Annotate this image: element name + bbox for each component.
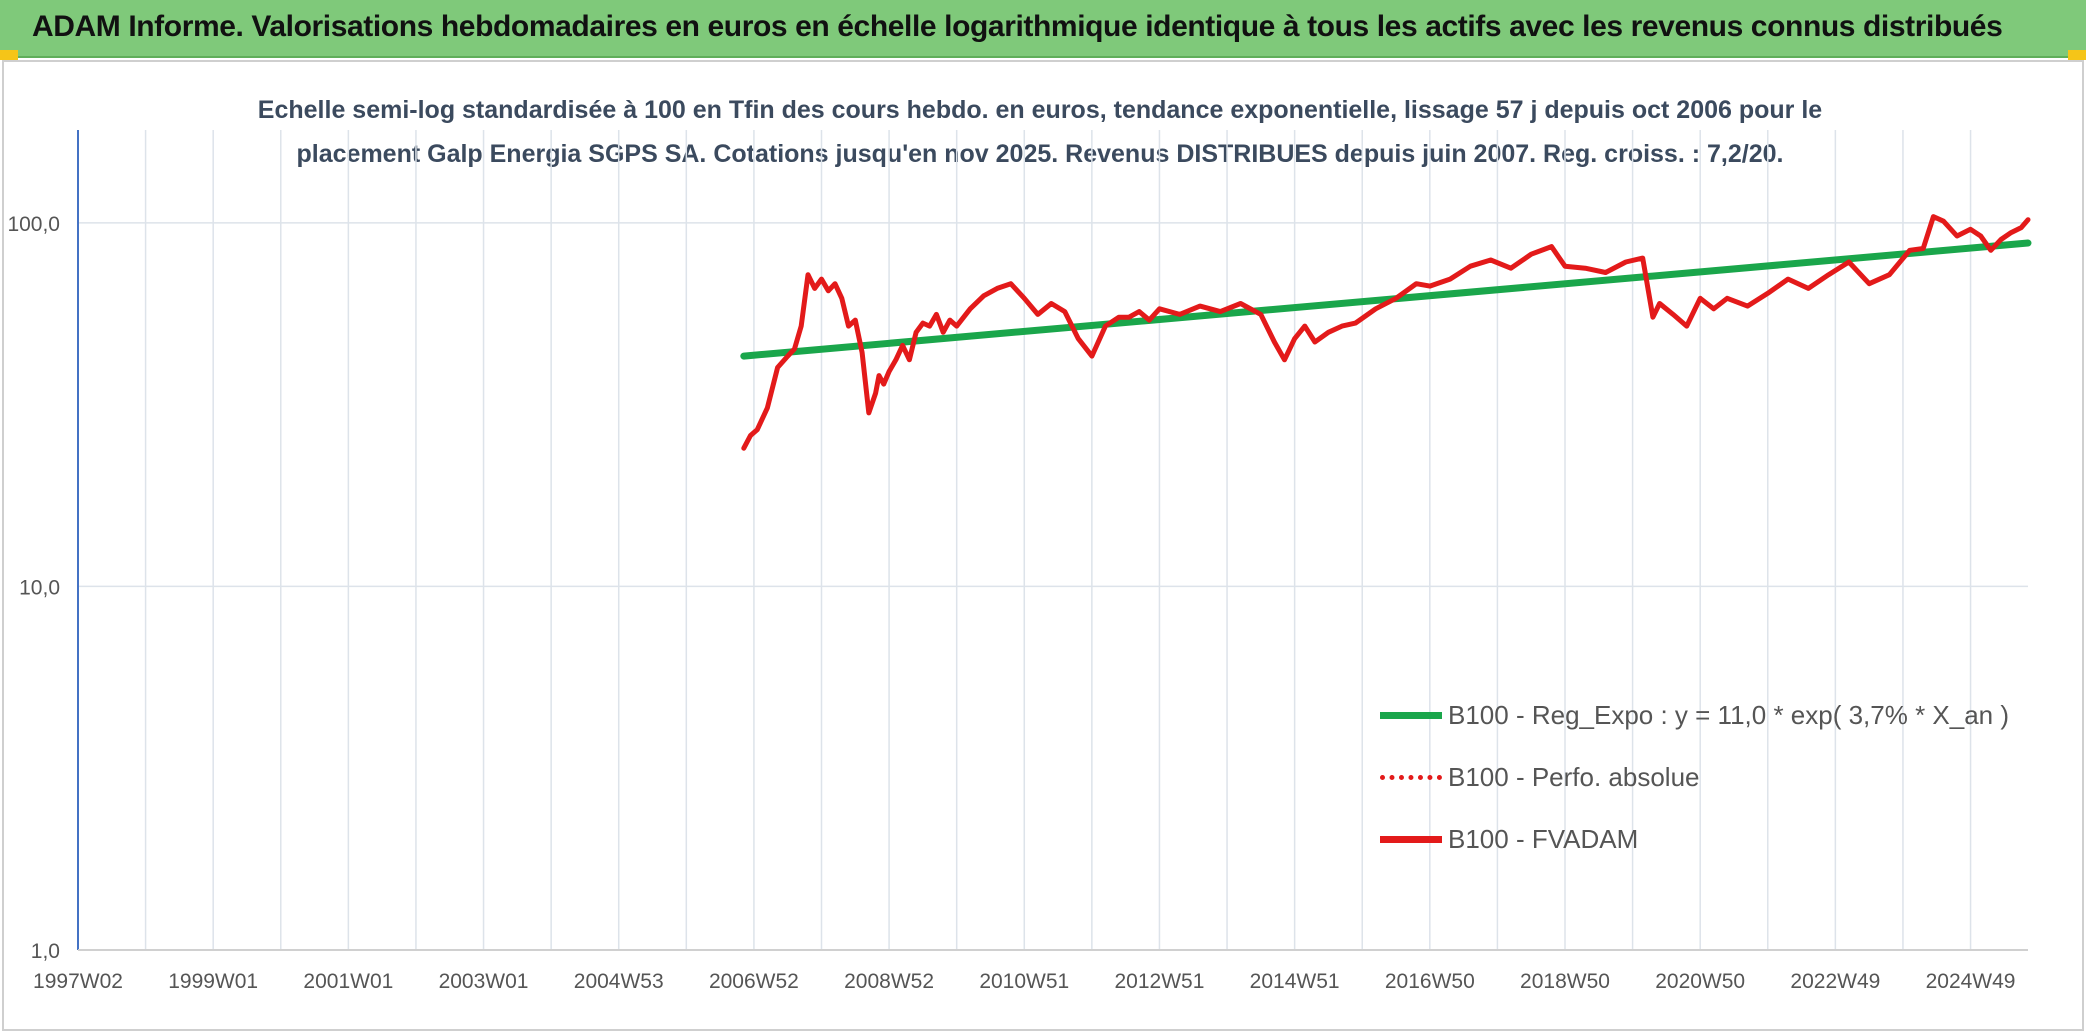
x-tick-label: 2022W49: [1790, 970, 1880, 993]
x-tick-label: 2006W52: [709, 970, 799, 993]
x-tick-label: 2024W49: [1926, 970, 2016, 993]
x-tick-label: 1999W01: [168, 970, 258, 993]
legend-swatch-perfo: [1380, 774, 1442, 780]
corner-mark-right: [2068, 50, 2086, 60]
y-tick-label: 10,0: [19, 576, 60, 599]
legend-label-perfo: B100 - Perfo. absolue: [1448, 761, 1700, 792]
page-title: ADAM Informe. Valorisations hebdomadaire…: [32, 10, 2003, 43]
corner-mark-left: [0, 50, 18, 60]
x-tick-label: 2003W01: [439, 970, 529, 993]
chart-frame: [2, 60, 2084, 1031]
y-tick-label: 1,0: [31, 940, 60, 963]
legend-label-fvadam: B100 - FVADAM: [1448, 823, 1639, 854]
header-bar: ADAM Informe. Valorisations hebdomadaire…: [0, 0, 2086, 58]
x-tick-label: 2016W50: [1385, 970, 1475, 993]
legend-swatch-trend: [1380, 711, 1442, 719]
chart-legend: B100 - Reg_Expo : y = 11,0 * exp( 3,7% *…: [1380, 684, 2009, 870]
x-tick-label: 2004W53: [574, 970, 664, 993]
legend-label-trend: B100 - Reg_Expo : y = 11,0 * exp( 3,7% *…: [1448, 699, 2010, 730]
chart-title-line-1: Echelle semi-log standardisée à 100 en T…: [257, 96, 1823, 124]
x-tick-label: 1997W02: [33, 970, 123, 993]
x-tick-label: 2008W52: [844, 970, 934, 993]
legend-item-trend: B100 - Reg_Expo : y = 11,0 * exp( 3,7% *…: [1380, 684, 2009, 746]
y-tick-label: 100,0: [7, 213, 60, 236]
legend-item-perfo: B100 - Perfo. absolue: [1380, 746, 2009, 808]
chart-title: Echelle semi-log standardisée à 100 en T…: [240, 88, 1840, 176]
x-tick-label: 2018W50: [1520, 970, 1610, 993]
x-tick-label: 2014W51: [1250, 970, 1340, 993]
chart-title-line-2: placement Galp Energia SGPS SA. Cotation…: [296, 140, 1784, 168]
x-tick-label: 2001W01: [303, 970, 393, 993]
legend-swatch-fvadam: [1380, 835, 1442, 843]
x-tick-label: 2012W51: [1115, 970, 1205, 993]
legend-item-fvadam: B100 - FVADAM: [1380, 808, 2009, 870]
series-line-fvadam: [741, 214, 2031, 451]
series-line-trend: [740, 239, 2032, 360]
x-tick-label: 2020W50: [1655, 970, 1745, 993]
x-tick-label: 2010W51: [979, 970, 1069, 993]
